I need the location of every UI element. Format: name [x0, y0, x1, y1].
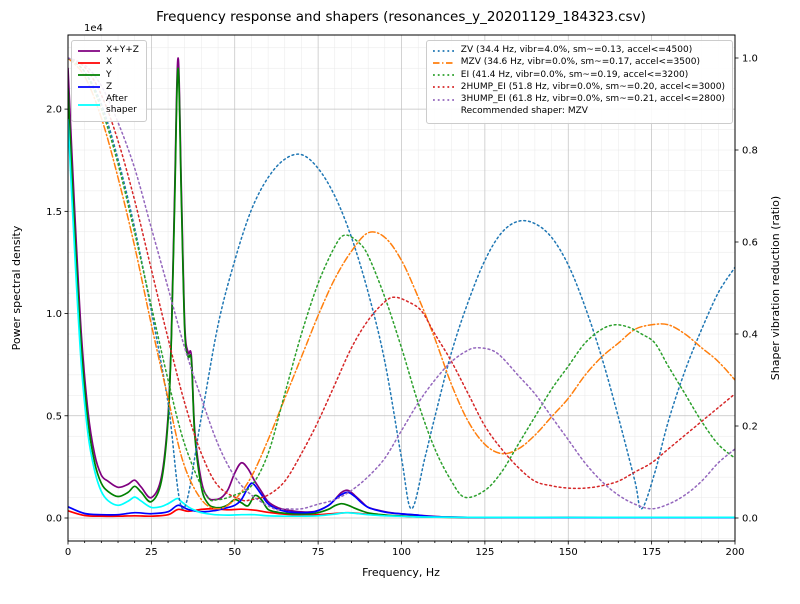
y-axis-label-left: Power spectral density	[10, 225, 23, 350]
legend-item-z: Z	[77, 82, 139, 93]
y-left-tick-label: 0.0	[46, 514, 62, 525]
series-z	[68, 482, 735, 519]
recommended-shaper-note: Recommended shaper: MZV	[460, 106, 588, 117]
x-tick-label: 175	[642, 547, 661, 558]
y-left-tick-label: 1.0	[46, 309, 62, 320]
plot-border	[67, 34, 736, 542]
legend-item-ei: EI (41.4 Hz, vibr=0.0%, sm~=0.19, accel<…	[432, 70, 725, 81]
legend-item-mzv: MZV (34.6 Hz, vibr=0.0%, sm~=0.17, accel…	[432, 57, 725, 68]
series-3hump-ei	[68, 57, 735, 511]
legend-line-swatch	[432, 62, 455, 64]
legend-item-3hump-ei: 3HUMP_EI (61.8 Hz, vibr=0.0%, sm~=0.21, …	[432, 94, 725, 105]
x-axis-label: Frequency, Hz	[362, 566, 440, 579]
axes: 0 25 50 75 100 125 150 175 200 0.0 0.5 1.0 1.5 2.0 0.0…	[46, 34, 758, 558]
y-axis-label-right: Shaper vibration reduction (ratio)	[769, 196, 782, 380]
legend-item-x: X	[77, 57, 139, 68]
x-tick-label: 75	[312, 547, 325, 558]
legend-label: X	[106, 57, 113, 68]
x-tick-label: 125	[475, 547, 494, 558]
x-tick-label: 25	[145, 547, 158, 558]
legend-label: MZV (34.6 Hz, vibr=0.0%, sm~=0.17, accel…	[460, 57, 700, 68]
legend-item-y: Y	[77, 70, 139, 81]
y-left-tick-label: 0.5	[46, 411, 62, 422]
series-ei	[68, 57, 735, 502]
legend-label: ZV (34.4 Hz, vibr=4.0%, sm~=0.13, accel<…	[460, 45, 693, 55]
legend-label: 2HUMP_EI (51.8 Hz, vibr=0.0%, sm~=0.20, …	[460, 81, 725, 92]
x-tick-label: 100	[392, 547, 411, 558]
series-after-shaper	[68, 118, 735, 519]
legend-line-swatch	[432, 74, 455, 76]
series-mzv	[68, 57, 735, 510]
legend-label: X+Y+Z	[106, 45, 139, 55]
y-left-tick-label: 2.0	[46, 105, 62, 116]
x-tick-label: 150	[559, 547, 578, 558]
legend-item-x-y-z: X+Y+Z	[77, 45, 139, 56]
legend-label: Z	[106, 81, 113, 92]
y-right-tick-label: 0.8	[742, 146, 758, 157]
legend-item-after-shaper: After shaper	[77, 94, 139, 117]
series-2hump-ei	[68, 57, 735, 502]
legend-line-swatch	[432, 49, 455, 52]
psd-legend: X+Y+Z X Y Z After shaper	[71, 40, 147, 122]
legend-item-2hump-ei: 2HUMP_EI (51.8 Hz, vibr=0.0%, sm~=0.20, …	[432, 82, 725, 93]
legend-line-swatch	[78, 86, 100, 89]
axis-offset-text: 1e4	[84, 23, 103, 34]
legend-label: Y	[106, 69, 112, 80]
legend-line-swatch	[78, 62, 100, 64]
chart-title: Frequency response and shapers (resonanc…	[156, 9, 646, 25]
x-tick-label: 200	[725, 547, 744, 558]
legend-item-zv: ZV (34.4 Hz, vibr=4.0%, sm~=0.13, accel<…	[432, 45, 725, 56]
legend-label: After shaper	[106, 94, 137, 116]
legend-line-swatch	[78, 104, 100, 107]
series-zv	[68, 57, 735, 510]
legend-line-swatch	[432, 86, 455, 89]
legend-line-swatch	[78, 49, 100, 52]
y-right-tick-label: 1.0	[742, 54, 758, 65]
x-tick-label: 0	[65, 547, 71, 558]
y-left-tick-label: 1.5	[46, 207, 62, 218]
y-right-tick-label: 0.0	[742, 514, 758, 525]
x-tick-label: 50	[228, 547, 241, 558]
legend-line-swatch	[78, 74, 100, 76]
gridlines	[67, 35, 736, 541]
y-right-tick-label: 0.4	[742, 330, 758, 341]
legend-line-swatch	[432, 98, 455, 101]
shaper-legend-items: ZV (34.4 Hz, vibr=4.0%, sm~=0.13, accel<…	[432, 45, 725, 105]
psd-legend-items: X+Y+Z X Y Z After shaper	[77, 45, 139, 117]
y-right-tick-label: 0.2	[742, 422, 758, 433]
legend-label: 3HUMP_EI (61.8 Hz, vibr=0.0%, sm~=0.21, …	[460, 94, 725, 104]
y-right-tick-label: 0.6	[742, 238, 758, 249]
legend-label: EI (41.4 Hz, vibr=0.0%, sm~=0.19, accel<…	[460, 69, 689, 80]
curves	[68, 57, 735, 519]
shaper-legend: ZV (34.4 Hz, vibr=4.0%, sm~=0.13, accel<…	[425, 40, 733, 124]
